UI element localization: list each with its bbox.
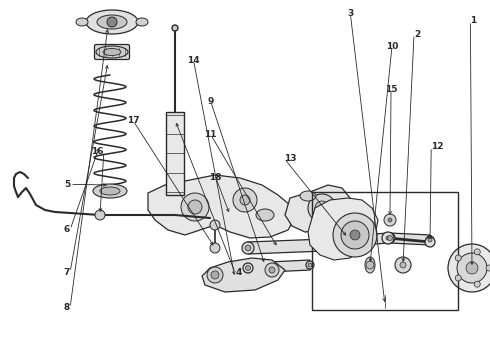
- Ellipse shape: [136, 18, 148, 26]
- Circle shape: [366, 261, 374, 269]
- Polygon shape: [248, 260, 310, 273]
- Ellipse shape: [365, 257, 375, 273]
- Circle shape: [466, 262, 478, 274]
- Polygon shape: [202, 258, 285, 292]
- Circle shape: [243, 263, 253, 273]
- Circle shape: [341, 221, 369, 249]
- Ellipse shape: [97, 15, 127, 29]
- FancyBboxPatch shape: [95, 45, 129, 59]
- Polygon shape: [166, 112, 184, 195]
- Ellipse shape: [76, 18, 88, 26]
- Circle shape: [388, 218, 392, 222]
- Ellipse shape: [100, 187, 120, 195]
- Circle shape: [240, 195, 250, 205]
- Ellipse shape: [300, 191, 316, 201]
- Circle shape: [308, 194, 336, 222]
- Text: 3: 3: [347, 9, 353, 18]
- Circle shape: [388, 235, 392, 240]
- Ellipse shape: [256, 209, 274, 221]
- Circle shape: [245, 245, 251, 251]
- Polygon shape: [248, 239, 325, 254]
- Circle shape: [265, 263, 279, 277]
- Circle shape: [426, 236, 434, 244]
- Circle shape: [425, 237, 435, 247]
- Circle shape: [95, 210, 105, 220]
- Circle shape: [384, 214, 396, 226]
- Text: 2: 2: [414, 30, 420, 39]
- Circle shape: [172, 25, 178, 31]
- Text: 10: 10: [386, 41, 398, 50]
- Circle shape: [400, 262, 406, 268]
- Circle shape: [320, 240, 330, 250]
- Circle shape: [386, 236, 390, 240]
- Circle shape: [269, 267, 275, 273]
- Text: 1: 1: [470, 16, 477, 25]
- Circle shape: [233, 188, 257, 212]
- Polygon shape: [390, 233, 430, 245]
- Circle shape: [455, 275, 461, 281]
- Text: 12: 12: [431, 142, 444, 151]
- Circle shape: [210, 243, 220, 253]
- Circle shape: [322, 240, 327, 246]
- Circle shape: [107, 17, 117, 27]
- Circle shape: [455, 255, 461, 261]
- Circle shape: [320, 238, 330, 248]
- Text: 11: 11: [204, 130, 217, 139]
- Text: 15: 15: [385, 85, 397, 94]
- Circle shape: [474, 281, 480, 287]
- Circle shape: [242, 242, 254, 254]
- Text: 9: 9: [207, 97, 214, 106]
- Circle shape: [308, 263, 312, 267]
- Ellipse shape: [93, 184, 127, 198]
- Circle shape: [211, 271, 219, 279]
- Text: 4: 4: [235, 269, 242, 277]
- Ellipse shape: [96, 46, 128, 58]
- Ellipse shape: [103, 49, 121, 55]
- Ellipse shape: [86, 10, 138, 34]
- Polygon shape: [285, 185, 350, 232]
- Text: 14: 14: [187, 56, 200, 65]
- Text: 6: 6: [64, 225, 70, 234]
- Circle shape: [350, 230, 360, 240]
- Circle shape: [457, 253, 487, 283]
- Circle shape: [188, 200, 202, 214]
- Circle shape: [322, 243, 327, 247]
- Circle shape: [207, 267, 223, 283]
- Text: 17: 17: [127, 117, 140, 126]
- Circle shape: [333, 213, 377, 257]
- Circle shape: [210, 220, 220, 230]
- Circle shape: [245, 266, 250, 270]
- Circle shape: [382, 232, 394, 244]
- Circle shape: [448, 244, 490, 292]
- Text: 18: 18: [209, 173, 222, 181]
- Circle shape: [395, 257, 411, 273]
- Circle shape: [385, 233, 395, 243]
- Polygon shape: [324, 233, 389, 248]
- Circle shape: [384, 234, 392, 242]
- Bar: [312, 192, 458, 310]
- Circle shape: [474, 249, 480, 255]
- Circle shape: [315, 201, 329, 215]
- Circle shape: [181, 193, 209, 221]
- Text: 5: 5: [64, 180, 70, 189]
- Text: 8: 8: [64, 303, 70, 312]
- Circle shape: [486, 265, 490, 271]
- Text: 13: 13: [284, 154, 297, 163]
- Polygon shape: [308, 198, 378, 260]
- Text: 16: 16: [91, 147, 104, 156]
- Polygon shape: [148, 175, 295, 238]
- Circle shape: [428, 238, 432, 242]
- Circle shape: [306, 261, 314, 269]
- Text: 7: 7: [64, 268, 70, 276]
